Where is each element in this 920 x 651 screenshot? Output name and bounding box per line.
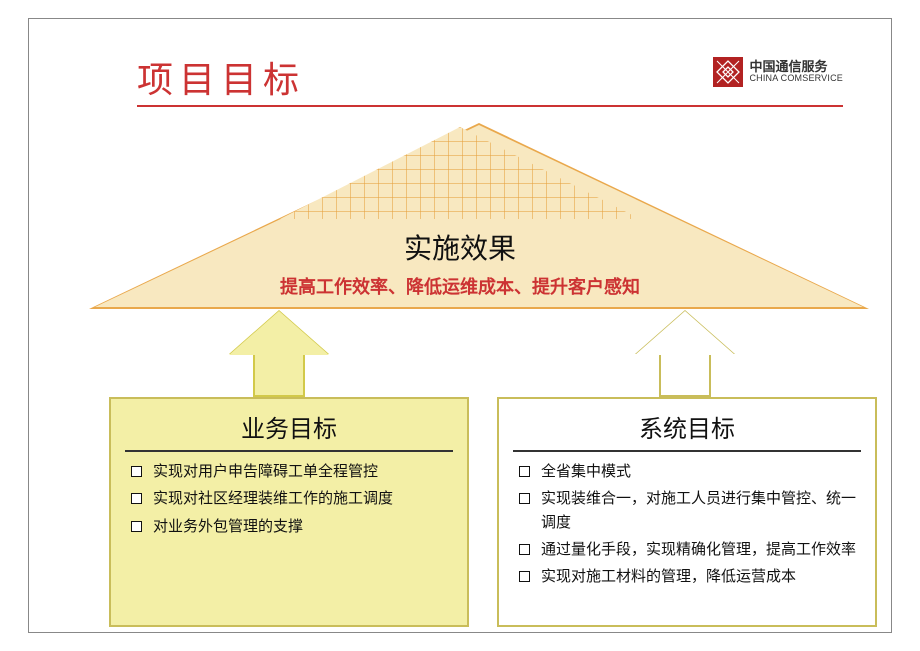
triangle-subtitle: 提高工作效率、降低运维成本、提升客户感知 [89,273,831,299]
company-logo: 中国通信服务 CHINA COMSERVICE [713,57,843,87]
business-goals-box: 业务目标 实现对用户申告障碍工单全程管控 实现对社区经理装维工作的施工调度 对业… [109,397,469,627]
list-item: 实现对用户申告障碍工单全程管控 [125,460,453,483]
list-item: 全省集中模式 [513,460,861,483]
arrow-left-icon [229,311,329,397]
list-item: 实现装维合一，对施工人员进行集中管控、统一调度 [513,487,861,534]
system-goals-box: 系统目标 全省集中模式 实现装维合一，对施工人员进行集中管控、统一调度 通过量化… [497,397,877,627]
page-title: 项目目标 [137,51,305,103]
logo-text-en: CHINA COMSERVICE [749,74,843,83]
system-goals-list: 全省集中模式 实现装维合一，对施工人员进行集中管控、统一调度 通过量化手段，实现… [513,460,861,588]
slide-frame: 项目目标 中国通信服务 CHINA COMSERVICE 实施效果 提高工作效率… [28,18,892,633]
list-item: 对业务外包管理的支撑 [125,515,453,538]
roof-triangle: 实施效果 提高工作效率、降低运维成本、提升客户感知 [89,123,831,309]
list-item: 通过量化手段，实现精确化管理，提高工作效率 [513,538,861,561]
system-goals-title: 系统目标 [513,409,861,444]
logo-icon [713,57,743,87]
list-item: 实现对社区经理装维工作的施工调度 [125,487,453,510]
arrow-right-icon [635,311,735,397]
business-goals-list: 实现对用户申告障碍工单全程管控 实现对社区经理装维工作的施工调度 对业务外包管理… [125,460,453,538]
list-item: 实现对施工材料的管理，降低运营成本 [513,565,861,588]
logo-text-cn: 中国通信服务 [749,60,843,74]
business-goals-title: 业务目标 [125,409,453,444]
title-underline [137,105,843,107]
triangle-title: 实施效果 [89,227,831,267]
